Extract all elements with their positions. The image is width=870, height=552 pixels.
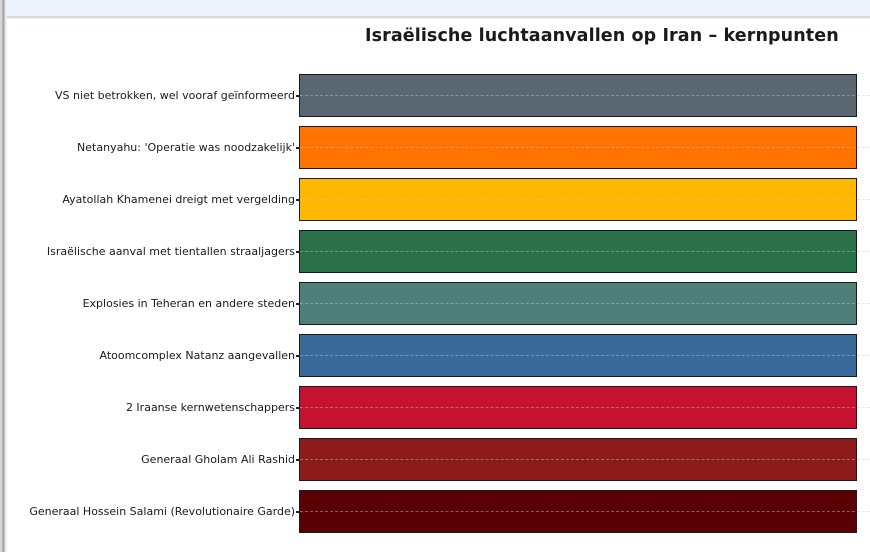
window-top-bar: [7, 0, 870, 18]
category-label: Ayatollah Khamenei dreigt met vergelding: [62, 193, 295, 206]
bar: [299, 230, 857, 273]
gridline: [300, 147, 870, 148]
category-label: 2 Iraanse kernwetenschappers: [125, 401, 295, 414]
gridline: [300, 355, 870, 356]
y-tick: [296, 199, 300, 201]
bar-row: Generaal Hossein Salami (Revolutionaire …: [0, 490, 870, 533]
y-tick: [296, 355, 300, 357]
category-label: Atoomcomplex Natanz aangevallen: [99, 349, 295, 362]
bar-row: 2 Iraanse kernwetenschappers: [0, 386, 870, 429]
category-label: Netanyahu: 'Operatie was noodzakelijk': [77, 141, 295, 154]
bar-row: VS niet betrokken, wel vooraf geïnformee…: [0, 74, 870, 117]
gridline: [300, 459, 870, 460]
bar: [299, 74, 857, 117]
y-tick: [296, 459, 300, 461]
bar: [299, 334, 857, 377]
gridline: [300, 303, 870, 304]
category-label: VS niet betrokken, wel vooraf geïnformee…: [55, 89, 295, 102]
category-label: Generaal Hossein Salami (Revolutionaire …: [29, 505, 295, 518]
gridline: [300, 407, 870, 408]
bar: [299, 282, 857, 325]
bar: [299, 438, 857, 481]
gridline: [300, 95, 870, 96]
bar: [299, 386, 857, 429]
y-tick: [296, 147, 300, 149]
y-tick: [296, 303, 300, 305]
bar-row: Explosies in Teheran en andere steden: [0, 282, 870, 325]
gridline: [300, 511, 870, 512]
bar: [299, 178, 857, 221]
y-tick: [296, 251, 300, 253]
gridline: [300, 251, 870, 252]
category-label: Explosies in Teheran en andere steden: [82, 297, 295, 310]
bar-row: Ayatollah Khamenei dreigt met vergelding: [0, 178, 870, 221]
category-label: Generaal Gholam Ali Rashid: [141, 453, 295, 466]
y-tick: [296, 511, 300, 513]
y-tick: [296, 407, 300, 409]
gridline: [300, 199, 870, 200]
bar-row: Atoomcomplex Natanz aangevallen: [0, 334, 870, 377]
bar-row: Israëlische aanval met tientallen straal…: [0, 230, 870, 273]
bar-row: Netanyahu: 'Operatie was noodzakelijk': [0, 126, 870, 169]
window-left-border: [0, 0, 7, 552]
chart-title: Israëlische luchtaanvallen op Iran – ker…: [365, 26, 839, 46]
y-tick: [296, 95, 300, 97]
bar-row: Generaal Gholam Ali Rashid: [0, 438, 870, 481]
category-label: Israëlische aanval met tientallen straal…: [46, 245, 295, 258]
bar: [299, 490, 857, 533]
